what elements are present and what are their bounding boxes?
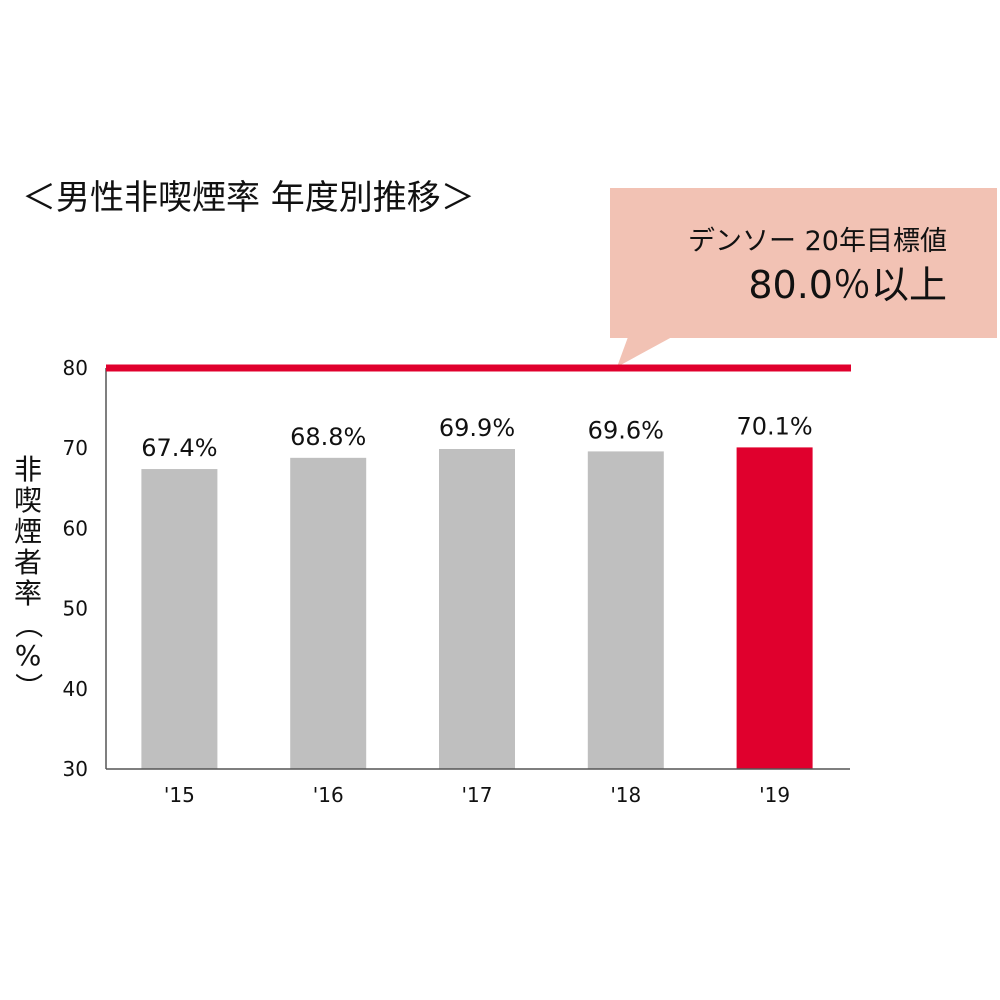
y-tick-label: 30 [63, 757, 88, 781]
callout-pointer [617, 337, 672, 367]
data-label: 69.6% [588, 416, 664, 444]
y-axis-label-char: 煙 [13, 515, 42, 548]
y-axis-label-char: 非 [13, 453, 42, 486]
y-tick-label: 60 [63, 516, 88, 540]
y-tick-label: 70 [63, 436, 88, 460]
y-tick-label: 80 [63, 356, 88, 380]
bar [290, 457, 367, 769]
y-tick-label: 50 [63, 597, 88, 621]
y-axis-label-char: 喫 [13, 484, 42, 517]
x-tick-label: '17 [462, 783, 493, 807]
x-tick-label: '19 [759, 783, 790, 807]
y-axis-label-char: % [14, 639, 42, 672]
data-label: 70.1% [736, 412, 812, 440]
y-axis-label-char: 率 [13, 577, 42, 610]
bar [141, 469, 218, 769]
chart-title: ＜男性非喫煙率 年度別推移＞ [22, 178, 475, 218]
target-callout: デンソー 20年目標値 80.0％以上 [610, 188, 997, 338]
bar-highlight [736, 447, 813, 769]
x-tick-label: '15 [164, 783, 195, 807]
data-label: 69.9% [439, 414, 515, 442]
bar [439, 449, 515, 769]
data-label: 68.8% [290, 423, 366, 451]
y-axis-label: 非 喫 煙 者 率 （ % ） [8, 454, 48, 702]
data-label: 67.4% [141, 434, 217, 462]
bar [587, 451, 664, 769]
y-tick-label: 40 [63, 677, 88, 701]
callout-target-value: 80.0％以上 [748, 263, 947, 307]
y-axis-label-char: 者 [13, 546, 42, 579]
x-tick-label: '18 [610, 783, 641, 807]
x-tick-label: '16 [313, 783, 344, 807]
callout-target-label: デンソー 20年目標値 [688, 226, 947, 257]
